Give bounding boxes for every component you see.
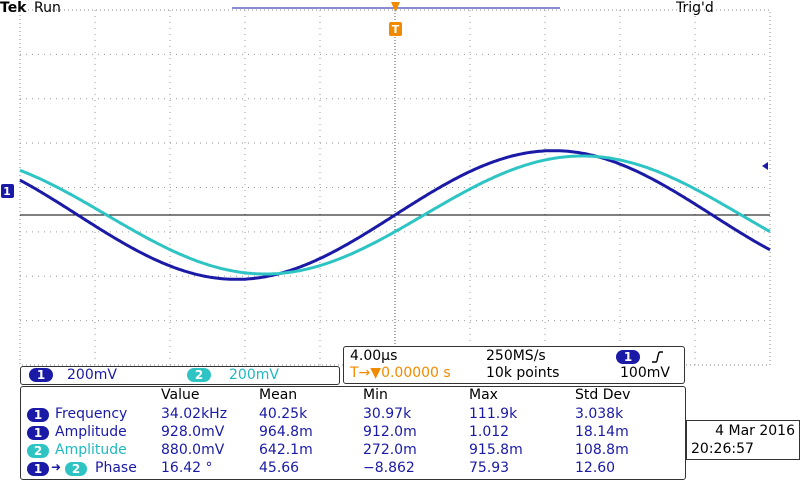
graticule-grid xyxy=(20,10,770,365)
header-max: Max xyxy=(469,387,498,403)
row-measurement-name: Phase xyxy=(95,460,137,476)
measurement-row[interactable]: 2 Amplitude 880.0mV 642.1m 272.0m 915.8m… xyxy=(21,442,685,460)
trigger-marker-label: T xyxy=(392,23,400,36)
row-std-dev: 108.8m xyxy=(575,442,629,458)
row-min: −8.862 xyxy=(363,460,415,476)
row-measurement-name: Amplitude xyxy=(55,424,127,440)
row-std-dev: 3.038k xyxy=(575,406,624,422)
ch1-badge[interactable]: 1 xyxy=(29,368,53,382)
row-std-dev: 12.60 xyxy=(575,460,616,476)
row-min: 272.0m xyxy=(363,442,417,458)
trigger-source-badge[interactable]: 1 xyxy=(616,350,640,364)
time-text: 20:26:57 xyxy=(691,441,754,457)
ch2-badge[interactable]: 2 xyxy=(187,368,211,382)
row-value: 880.0mV xyxy=(161,442,225,458)
row-value: 928.0mV xyxy=(161,424,225,440)
ch1-marker-label: 1 xyxy=(3,185,11,198)
header-value: Value xyxy=(161,387,200,403)
row-ch-badge: 2 xyxy=(27,444,49,458)
row-value: 34.02kHz xyxy=(161,406,228,422)
header-min: Min xyxy=(363,387,388,403)
date-text: 4 Mar 2016 xyxy=(715,423,795,439)
row-ch-badge: 1 xyxy=(27,426,49,440)
row-mean: 40.25k xyxy=(259,406,308,422)
acquisition-status: Run xyxy=(34,0,61,16)
ch1-waveform xyxy=(19,149,771,281)
time-per-div[interactable]: 4.00µs xyxy=(350,348,398,364)
row-value: 16.42 ° xyxy=(161,460,213,476)
header-mean: Mean xyxy=(259,387,298,403)
row-max: 111.9k xyxy=(469,406,518,422)
row-mean: 642.1m xyxy=(259,442,313,458)
ch1-ground-marker[interactable]: 1 xyxy=(1,184,14,198)
row-max: 915.8m xyxy=(469,442,523,458)
rising-edge-icon xyxy=(652,351,663,363)
trigger-level[interactable]: 100mV xyxy=(620,365,670,381)
row-std-dev: 18.14m xyxy=(575,424,629,440)
row-measurement-name: Frequency xyxy=(55,406,128,422)
trigger-level-marker[interactable] xyxy=(762,162,768,170)
row-mean: 964.8m xyxy=(259,424,313,440)
measurement-table: Value Mean Min Max Std Dev 1 Frequency 3… xyxy=(20,386,686,480)
measurement-row[interactable]: 1 ➜ 2 Phase 16.42 ° 45.66 −8.862 75.93 1… xyxy=(21,460,685,478)
datetime-panel: 4 Mar 2016 20:26:57 xyxy=(686,420,800,460)
trigger-position-value[interactable]: T→▼0.00000 s xyxy=(350,365,451,381)
measurement-row[interactable]: 1 Frequency 34.02kHz 40.25k 30.97k 111.9… xyxy=(21,406,685,424)
row-ch2-badge: 2 xyxy=(65,462,87,476)
trigger-position-text: 0.00000 s xyxy=(381,365,451,381)
ch2-waveform xyxy=(19,154,771,276)
ch1-scale[interactable]: 200mV xyxy=(67,367,117,383)
sample-rate: 250MS/s xyxy=(486,348,546,364)
channel-scale-bar: 1 200mV 2 200mV xyxy=(20,366,340,385)
trigger-status: Trig'd xyxy=(676,0,714,16)
row-measurement-name: Amplitude xyxy=(55,442,127,458)
arrow-icon: ➜ xyxy=(51,460,62,474)
row-ch-badge: 1 xyxy=(27,462,49,476)
timebase-panel: 4.00µs 250MS/s 1 T→▼0.00000 s 10k points… xyxy=(343,346,685,384)
header-std-dev: Std Dev xyxy=(575,387,631,403)
measurement-row[interactable]: 1 Amplitude 928.0mV 964.8m 912.0m 1.012 … xyxy=(21,424,685,442)
row-max: 1.012 xyxy=(469,424,510,440)
ch2-scale[interactable]: 200mV xyxy=(229,367,279,383)
record-length[interactable]: 10k points xyxy=(486,365,560,381)
row-min: 912.0m xyxy=(363,424,417,440)
row-ch-badge: 1 xyxy=(27,408,49,422)
trigger-position-icon: T→▼ xyxy=(350,365,382,381)
row-min: 30.97k xyxy=(363,406,412,422)
trigger-position-marker[interactable]: T xyxy=(389,2,402,36)
row-mean: 45.66 xyxy=(259,460,300,476)
row-max: 75.93 xyxy=(469,460,510,476)
